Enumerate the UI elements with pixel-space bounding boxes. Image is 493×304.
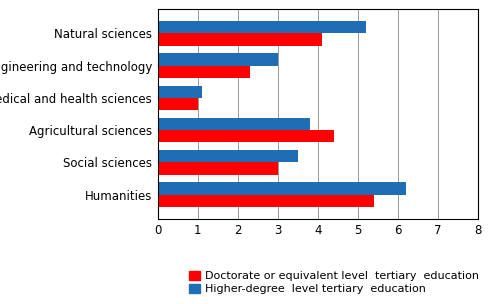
- Bar: [158, 130, 334, 142]
- Bar: [158, 66, 250, 78]
- Bar: [158, 195, 374, 207]
- Bar: [158, 53, 278, 66]
- Bar: [158, 21, 366, 33]
- Bar: [158, 98, 198, 110]
- Bar: [158, 182, 406, 195]
- Bar: [158, 118, 310, 130]
- Legend: Doctorate or equivalent level  tertiary  education, Higher-degree  level tertiar: Doctorate or equivalent level tertiary e…: [189, 271, 479, 294]
- Bar: [158, 150, 298, 162]
- Bar: [158, 86, 202, 98]
- Bar: [158, 162, 278, 175]
- Bar: [158, 33, 322, 46]
